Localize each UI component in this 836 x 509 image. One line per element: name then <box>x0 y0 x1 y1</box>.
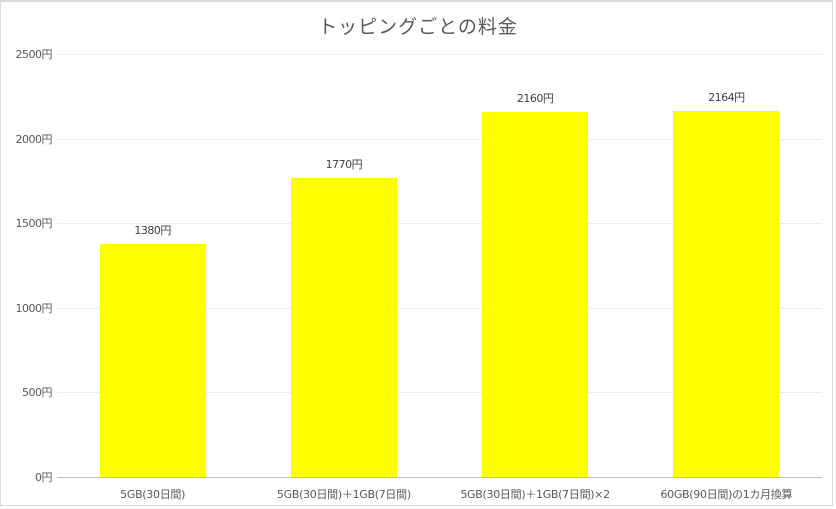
x-tick-label: 5GB(30日間)＋1GB(7日間) <box>276 488 411 501</box>
x-axis-line <box>57 477 822 478</box>
bar <box>290 177 397 477</box>
gridline <box>57 392 822 394</box>
y-tick-label: 2000円 <box>15 132 53 146</box>
gridline <box>57 307 822 309</box>
x-tick-label: 60GB(90日間)の1カ月換算 <box>660 488 793 501</box>
gridline <box>57 54 822 55</box>
bar <box>99 243 206 477</box>
data-label: 2164円 <box>708 90 745 104</box>
plot-area: 0円 500円 1000円 1500円 2000円 2500円 1380円 1770円 2160… <box>16 48 822 484</box>
x-tick-label: 5GB(30日間) <box>120 488 186 501</box>
data-label: 1380円 <box>134 223 171 237</box>
gridline <box>57 223 822 225</box>
chart-title: トッピングごとの料金 <box>318 16 518 38</box>
bar <box>482 111 589 477</box>
x-tick-label: 5GB(30日間)＋1GB(7日間)×2 <box>460 488 610 501</box>
data-label: 1770円 <box>325 157 363 171</box>
y-tick-label: 2500円 <box>15 48 53 61</box>
bar <box>673 110 780 477</box>
gridline <box>57 138 822 140</box>
y-tick-label: 1000円 <box>15 301 53 315</box>
y-tick-label: 500円 <box>22 386 53 400</box>
y-tick-label: 1500円 <box>15 217 53 231</box>
y-tick-label: 0円 <box>35 471 53 484</box>
data-label: 2160円 <box>516 91 554 105</box>
